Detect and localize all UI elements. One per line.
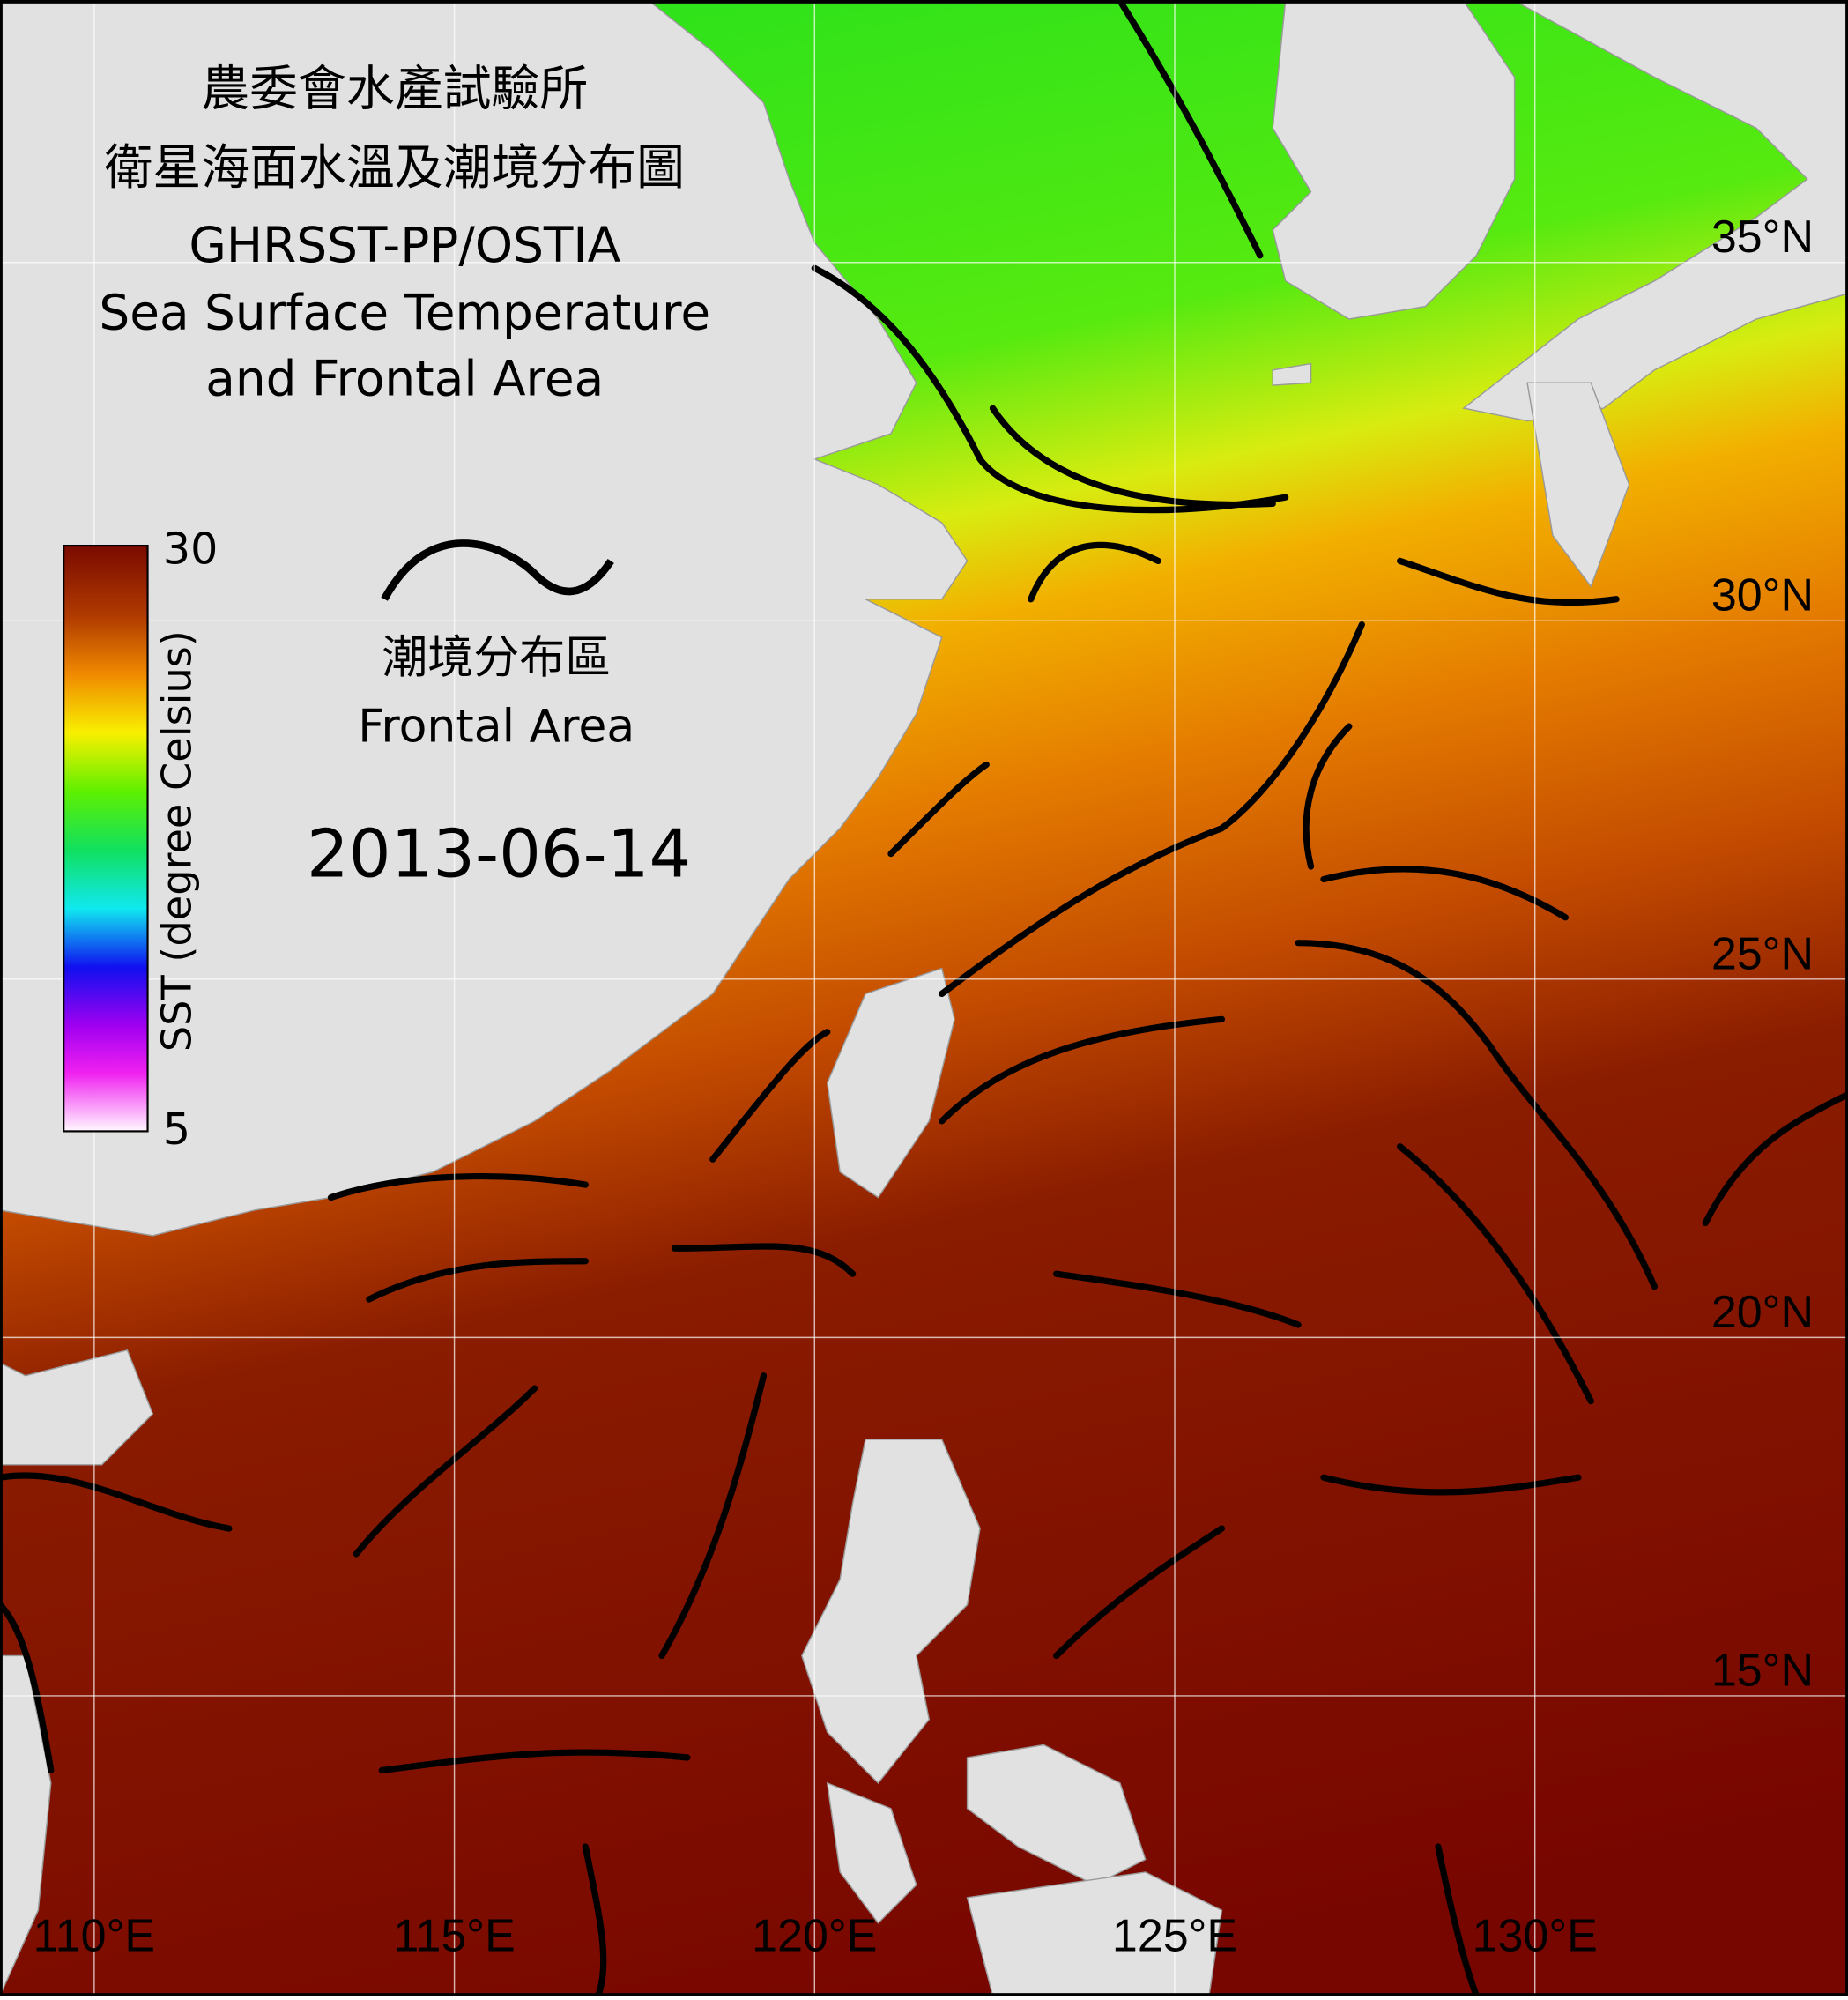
front: [811, 264, 1289, 514]
title-en-1: GHRSST-PP/OSTIA: [189, 217, 620, 273]
title-en-2: Sea Surface Temperature: [99, 285, 710, 341]
title-en-3: and Frontal Area: [205, 351, 604, 407]
mindoro: [826, 1781, 917, 1924]
colorbar-ticks: 30 5: [163, 523, 218, 1155]
lat-label: 20°N: [1711, 1287, 1814, 1338]
front: [1702, 1092, 1848, 1227]
kyushu: [1526, 382, 1630, 588]
title-zh-1: 農委會水產試驗所: [201, 60, 588, 116]
front: [1053, 1525, 1226, 1660]
vietnam: [0, 1654, 52, 1996]
front: [887, 761, 990, 858]
front: [378, 1749, 691, 1774]
jeju: [1272, 362, 1312, 386]
lat-label: 25°N: [1711, 928, 1814, 979]
lon-label: 120°E: [752, 1910, 877, 1961]
colorbar-tick-label: 5: [163, 1104, 190, 1155]
visayas: [966, 1743, 1147, 1886]
front: [1053, 1270, 1302, 1328]
lat-label: 15°N: [1711, 1645, 1814, 1696]
date: 2013-06-14: [307, 815, 691, 893]
legend-front-symbol: [381, 539, 614, 601]
front: [366, 1258, 589, 1303]
front: [1295, 940, 1659, 1290]
front: [0, 1472, 233, 1532]
legend-label-zh: 潮境分布區: [382, 632, 611, 685]
colorbar-label: SST (degree Celsius): [153, 630, 201, 1052]
mindanao: [966, 1871, 1223, 1996]
lon-label: 110°E: [33, 1910, 155, 1961]
front: [1320, 866, 1569, 921]
front: [709, 1029, 831, 1163]
front: [1303, 723, 1353, 870]
front: [1397, 557, 1620, 606]
colorbar-tick-label: 30: [163, 523, 218, 574]
front: [671, 1243, 857, 1277]
title-zh-2: 衛星海面水溫及潮境分布圖: [104, 139, 685, 196]
lon-label: 130°E: [1473, 1910, 1598, 1961]
front: [939, 1015, 1226, 1125]
japan: [1462, 0, 1848, 422]
front: [1397, 1143, 1594, 1405]
front: [989, 405, 1276, 509]
lon-label: 115°E: [393, 1910, 515, 1961]
front: [939, 621, 1365, 998]
front: [327, 1173, 589, 1201]
front: [353, 1385, 538, 1558]
front: [0, 1602, 55, 1774]
colorbar: [63, 544, 149, 1133]
lat-label: 30°N: [1711, 570, 1814, 621]
front: [1117, 0, 1264, 259]
luzon: [801, 1439, 981, 1784]
hainan: [0, 1349, 154, 1466]
taiwan: [826, 967, 955, 1199]
lat-label: 35°N: [1711, 212, 1814, 263]
legend-label-en: Frontal Area: [358, 700, 635, 753]
front: [1320, 1474, 1582, 1496]
front: [658, 1372, 768, 1660]
lon-label: 125°E: [1112, 1910, 1237, 1961]
korea: [1272, 0, 1516, 320]
front: [1435, 1843, 1480, 1999]
front: [1028, 541, 1161, 603]
front: [582, 1843, 607, 1999]
